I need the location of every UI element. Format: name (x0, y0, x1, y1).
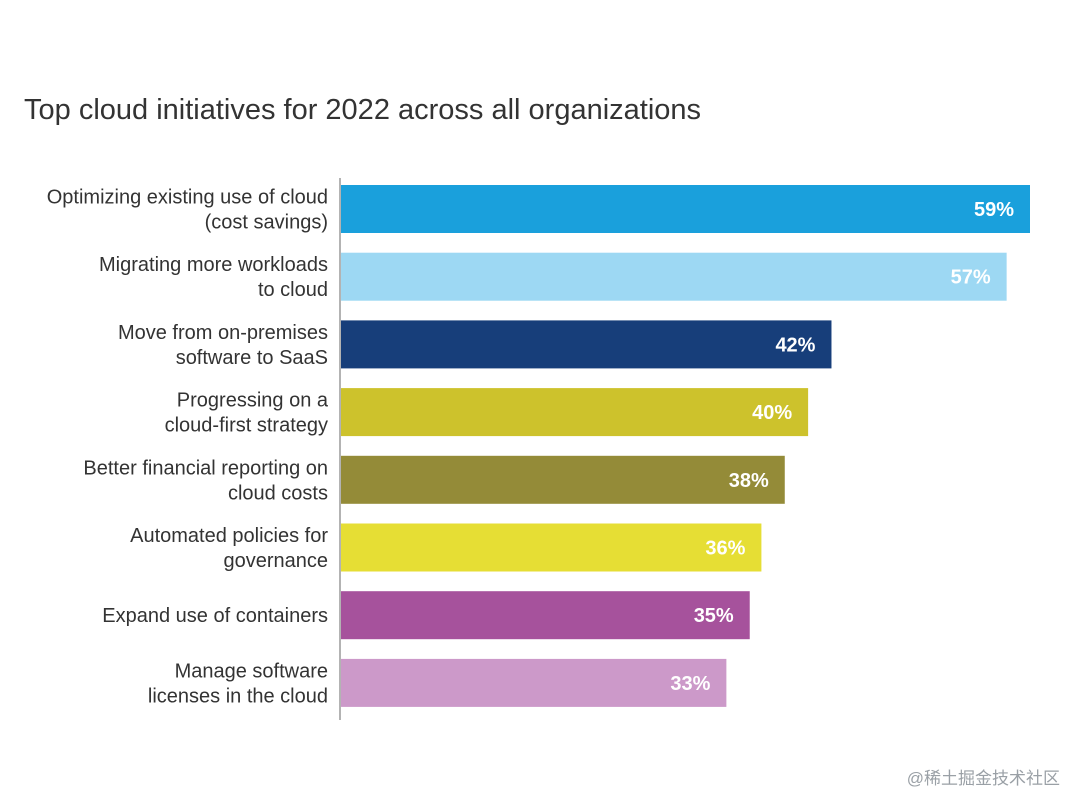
bar-value-label-2: 57% (951, 267, 991, 289)
bar-value-label-4: 40% (752, 402, 792, 424)
bar-value-label-7: 35% (694, 605, 734, 627)
bar-8 (341, 658, 727, 707)
bar-6 (341, 523, 762, 572)
bar-value-label-8: 33% (670, 673, 710, 695)
category-label-4-line-1: Progressing on a (177, 390, 329, 412)
bar-3 (341, 320, 832, 369)
bar-value-label-1: 59% (974, 199, 1014, 221)
bar-value-label-3: 42% (775, 334, 815, 356)
bar-1 (341, 185, 1030, 233)
category-label-5-line-1: Better financial reporting on (83, 457, 328, 479)
watermark: @稀土掘金技术社区 (906, 769, 1060, 788)
category-label-7-line-1: Expand use of containers (102, 605, 328, 627)
category-label-2-line-2: to cloud (258, 279, 328, 301)
bar-2 (341, 252, 1007, 301)
category-label-1-line-2: (cost savings) (205, 212, 328, 234)
bar-value-label-5: 38% (729, 470, 769, 492)
category-label-6-line-2: governance (223, 550, 328, 572)
bar-4 (341, 388, 809, 437)
category-label-6-line-1: Automated policies for (130, 525, 328, 547)
category-label-1-line-1: Optimizing existing use of cloud (47, 187, 328, 209)
bar-7 (341, 591, 750, 640)
bars-group: 59% Optimizing existing use of cloud (cost… (47, 185, 1030, 707)
category-label-3-line-2: software to SaaS (176, 347, 328, 369)
category-label-8-line-1: Manage software (175, 660, 328, 682)
bar-5 (341, 455, 785, 504)
category-label-8-line-2: licenses in the cloud (148, 685, 328, 707)
bar-value-label-6: 36% (705, 538, 745, 560)
category-label-5-line-2: cloud costs (228, 482, 328, 504)
category-label-4-line-2: cloud-first strategy (165, 415, 328, 437)
category-label-2-line-1: Migrating more workloads (99, 254, 328, 276)
category-label-3-line-1: Move from on-premises (118, 322, 328, 344)
chart-title: Top cloud initiatives for 2022 across al… (24, 94, 702, 126)
